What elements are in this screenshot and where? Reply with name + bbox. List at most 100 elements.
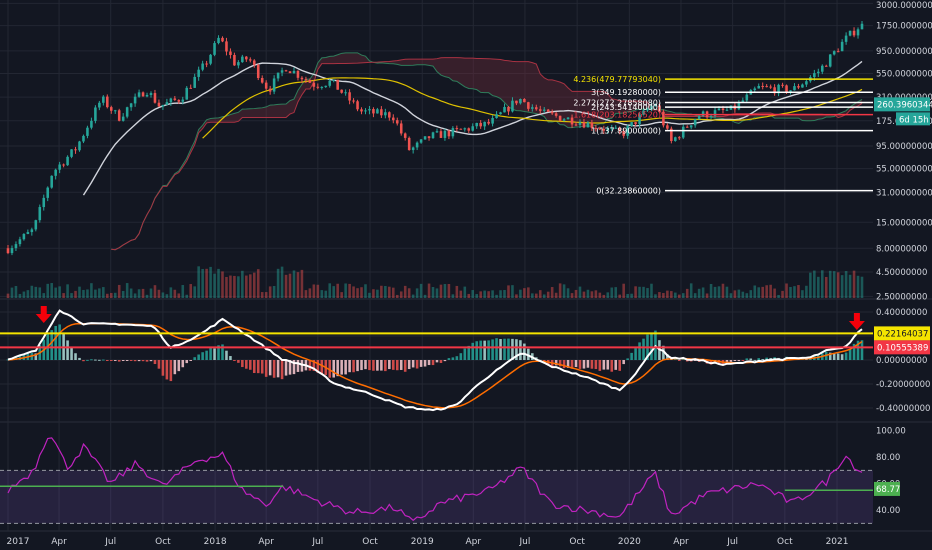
- volume-bar: [252, 272, 256, 298]
- macd-histogram-bar: [308, 360, 312, 371]
- candle-body: [403, 133, 407, 138]
- candle-body: [558, 115, 562, 121]
- candle-body: [447, 130, 451, 137]
- rsi-pane[interactable]: [0, 437, 873, 524]
- volume-bar: [372, 289, 375, 298]
- volume-bar: [296, 272, 300, 298]
- macd-histogram-bar: [173, 360, 177, 375]
- volume-bar: [463, 286, 467, 298]
- volume-bar: [670, 291, 673, 298]
- candle-body: [348, 92, 351, 101]
- macd-histogram-bar: [435, 360, 439, 363]
- macd-histogram-bar: [681, 358, 685, 360]
- volume-bar: [642, 286, 645, 298]
- volume-bar: [479, 291, 482, 298]
- macd-histogram-bar: [566, 360, 570, 368]
- volume-bar: [785, 283, 788, 298]
- candle-body: [328, 80, 332, 86]
- price-axis-tick-label: 95.00000000: [876, 142, 932, 152]
- candle-body: [149, 93, 153, 95]
- macd-histogram-bar: [856, 340, 860, 360]
- volume-bar: [709, 283, 713, 298]
- volume-bar: [395, 294, 399, 298]
- volume-bar: [789, 287, 792, 298]
- volume-bar: [276, 268, 280, 298]
- volume-bar: [451, 294, 455, 298]
- candle-body: [34, 220, 38, 230]
- volume-bar: [201, 268, 204, 298]
- volume-bar: [681, 293, 685, 298]
- candle-body: [654, 105, 657, 107]
- price-axis-tick-label: 950.00000000: [876, 47, 932, 57]
- candle-body: [6, 248, 10, 254]
- candle-body: [66, 156, 69, 166]
- candle-body: [427, 136, 431, 139]
- macd-histogram-bar: [113, 360, 117, 361]
- macd-histogram-bar: [733, 360, 737, 361]
- macd-histogram-bar: [423, 360, 427, 367]
- candle-body: [332, 79, 335, 81]
- candle-body: [455, 128, 459, 130]
- candle-body: [610, 127, 614, 129]
- candle-body: [38, 207, 42, 221]
- volume-bar: [237, 276, 240, 298]
- candle-body: [78, 141, 81, 151]
- volume-bar: [662, 293, 665, 298]
- ichimoku-span-b: [111, 57, 863, 251]
- volume-bar: [511, 285, 514, 298]
- candle-body: [689, 125, 693, 128]
- volume-bar: [809, 272, 812, 298]
- candle-body: [10, 248, 14, 254]
- candle-body: [646, 109, 649, 111]
- candle-body: [503, 106, 506, 113]
- macd-histogram-bar: [340, 360, 343, 375]
- rsi-badge: 68.77: [876, 485, 900, 495]
- price-axis-tick-label: 3000.00000000: [876, 1, 932, 11]
- macd-histogram-bar: [586, 360, 590, 368]
- macd-histogram-bar: [578, 360, 582, 369]
- volume-bar: [26, 290, 30, 298]
- macd-histogram-bar: [213, 348, 216, 360]
- candle-body: [376, 109, 379, 114]
- candle-body: [272, 78, 276, 92]
- candle-body: [364, 110, 367, 112]
- time-axis-label: Jul: [311, 537, 323, 547]
- candle-body: [137, 92, 141, 97]
- macd-histogram-bar: [725, 360, 729, 363]
- candle-body: [789, 90, 792, 93]
- candle-body: [626, 126, 629, 136]
- candle-body: [368, 109, 371, 111]
- candle-body: [169, 98, 173, 103]
- volume-bar: [685, 288, 689, 298]
- macd-histogram-bar: [558, 360, 562, 367]
- macd-histogram-bar: [300, 360, 304, 372]
- volume-bar: [741, 291, 745, 298]
- candle-body: [650, 105, 653, 110]
- time-axis-label: 2021: [826, 537, 849, 547]
- candle-body: [467, 128, 471, 131]
- volume-bar: [193, 286, 196, 298]
- macd-histogram-bar: [328, 360, 332, 378]
- volume-bar: [666, 290, 669, 298]
- candle-body: [288, 71, 292, 74]
- candle-body: [483, 121, 486, 127]
- volume-bar: [38, 287, 42, 298]
- volume-bar: [614, 287, 618, 298]
- candle-body: [471, 126, 475, 131]
- volume-bar: [352, 286, 355, 298]
- candle-body: [753, 88, 757, 91]
- candle-body: [304, 79, 308, 81]
- volume-bar: [578, 286, 582, 298]
- volume-bar: [62, 293, 65, 298]
- price-pane[interactable]: 4.236(479.77793040) 3(349.19280000) 2.272(…: [6, 20, 873, 298]
- candle-body: [161, 104, 165, 107]
- macd-histogram-bar: [399, 360, 403, 370]
- macd-axis-tick-label: 0.40000000: [876, 308, 927, 318]
- volume-bar: [431, 286, 435, 298]
- candle-body: [546, 109, 550, 112]
- price-axis-tick-label: 15.00000000: [876, 218, 932, 228]
- time-axis-label: Apr: [673, 537, 689, 547]
- macd-pane[interactable]: [0, 306, 873, 412]
- macd-histogram-bar: [133, 360, 137, 362]
